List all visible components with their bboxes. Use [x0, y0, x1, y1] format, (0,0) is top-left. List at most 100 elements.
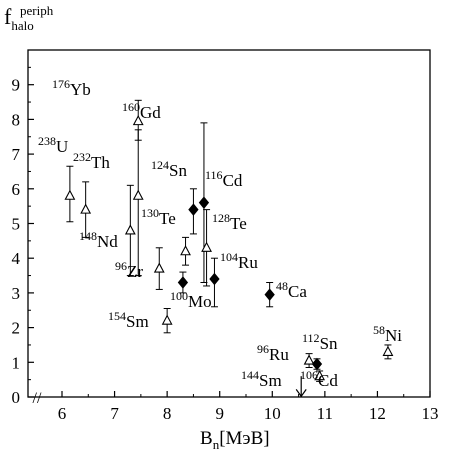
y-axis-title-main: f — [4, 4, 12, 29]
x-axis-ticks: 6 7 8 9 10 11 12 13 — [58, 391, 439, 423]
y-tick-label: 0 — [12, 388, 21, 407]
point-filled-diamond — [311, 357, 323, 371]
point-label-element: Yb — [70, 80, 91, 99]
y-axis-ticks: 0 1 2 3 4 5 6 7 8 9 — [12, 66, 34, 407]
point-label: 124Sn — [151, 158, 187, 180]
x-tick-label: 13 — [422, 404, 439, 423]
point-label: 100Mo — [170, 289, 212, 311]
point-label-mass: 130 — [141, 206, 159, 220]
point-label-element: Cd — [318, 371, 338, 390]
point-label-mass: 124 — [151, 158, 169, 172]
point-label-element: Ca — [288, 282, 307, 301]
point-filled-diamond — [209, 272, 220, 286]
point-open-triangle — [180, 245, 191, 256]
point-label-element: Ru — [238, 253, 258, 272]
point-open-triangle — [132, 189, 144, 200]
point-label-element: Cd — [223, 171, 243, 190]
point-label: 154Sm — [108, 309, 149, 331]
point-label: 130Te — [141, 206, 176, 228]
x-axis-title: Bn[МэВ] — [200, 428, 270, 452]
point-open-triangle — [382, 345, 394, 356]
point-label-mass: 96 — [257, 342, 269, 356]
point-label-element: Mo — [188, 292, 212, 311]
y-tick-label: 3 — [12, 284, 21, 303]
y-tick-label: 6 — [12, 180, 21, 199]
point-label-element: Te — [230, 214, 247, 233]
point-filled-diamond — [177, 276, 189, 289]
point-label-mass: 58 — [373, 323, 385, 337]
point-label-mass: 176 — [52, 77, 70, 91]
point-label-element: Sn — [320, 334, 338, 353]
point-open-triangle — [153, 262, 165, 273]
point-label: 106Cd — [300, 368, 338, 390]
point-label-mass: 232 — [73, 150, 91, 164]
point-label: 48Ca — [276, 279, 307, 301]
y-axis-title-sup: periph — [20, 3, 54, 18]
x-tick-label: 9 — [215, 404, 224, 423]
point-label-mass: 116 — [205, 168, 223, 182]
point-label: 112Sn — [302, 331, 338, 353]
x-tick-label: 6 — [58, 404, 67, 423]
point-label-element: Th — [91, 153, 110, 172]
axis-break: // — [33, 390, 42, 407]
point-label-element: Sn — [169, 161, 187, 180]
point-label: 96Zr — [115, 259, 143, 281]
y-tick-label: 8 — [12, 110, 21, 129]
y-axis-title: fhalo — [4, 4, 34, 33]
y-tick-label: 2 — [12, 319, 21, 338]
point-label: 232Th — [73, 150, 110, 172]
point-label-element: Sm — [126, 312, 149, 331]
point-open-triangle — [132, 114, 144, 126]
point-label: 104Ru — [220, 250, 258, 272]
point-filled-diamond — [264, 288, 275, 301]
point-filled-diamond — [198, 196, 210, 209]
point-label: 148Nd — [79, 229, 118, 251]
x-axis-title-unit: [МэВ] — [219, 428, 269, 449]
point-label-element: Zr — [127, 262, 143, 281]
point-label-mass: 100 — [170, 289, 188, 303]
y-tick-label: 9 — [12, 76, 21, 95]
point-label-mass: 104 — [220, 250, 238, 264]
x-tick-label: 11 — [317, 404, 333, 423]
point-label-element: Gd — [140, 103, 161, 122]
point-label-element: U — [56, 137, 68, 156]
point-open-triangle — [314, 370, 326, 381]
point-label: 144Sm — [241, 368, 282, 390]
limit-arrow-head — [295, 389, 307, 398]
point-label: 238U — [38, 134, 68, 156]
y-axis-title-sub: halo — [11, 18, 33, 33]
point-label-element: Ni — [385, 326, 402, 345]
point-label-mass: 48 — [276, 279, 288, 293]
data-points — [64, 99, 394, 398]
point-label-element: Te — [159, 209, 176, 228]
point-label: 58Ni — [373, 323, 402, 345]
point-label-mass: 96 — [115, 259, 127, 273]
point-label: 128Te — [212, 211, 247, 233]
point-open-triangle — [161, 314, 173, 325]
point-label: 176Yb — [52, 77, 91, 99]
x-axis-title-main: B — [200, 428, 213, 449]
x-tick-label: 7 — [110, 404, 119, 423]
x-tick-label: 10 — [264, 404, 281, 423]
point-filled-diamond — [188, 203, 199, 216]
point-label: 116Cd — [205, 168, 243, 190]
point-label-mass: 144 — [241, 368, 259, 382]
x-axis-title-sub: n — [213, 437, 220, 452]
point-label-element: Sm — [259, 371, 282, 390]
point-open-triangle — [64, 189, 76, 200]
point-label: 160Gd — [122, 100, 161, 122]
point-open-triangle — [201, 241, 212, 252]
y-tick-label: 4 — [12, 249, 21, 268]
point-label-mass: 148 — [79, 229, 97, 243]
y-tick-label: 1 — [12, 353, 21, 372]
point-label: 96Ru — [257, 342, 289, 364]
point-open-triangle — [303, 354, 315, 365]
point-label-element: Ru — [269, 345, 289, 364]
point-label-mass: 112 — [302, 331, 320, 345]
x-tick-label: 12 — [369, 404, 386, 423]
point-label-element: Nd — [97, 232, 118, 251]
point-label-mass: 160 — [122, 100, 140, 114]
point-label-mass: 154 — [108, 309, 126, 323]
